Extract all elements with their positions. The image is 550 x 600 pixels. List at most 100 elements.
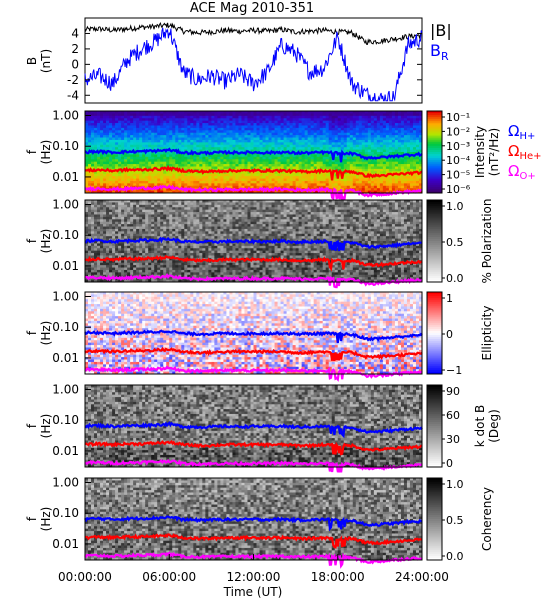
spectro-cell [217, 142, 221, 146]
spectro-cell [85, 111, 89, 114]
spectro-cell [349, 190, 354, 194]
spectro-cell [229, 125, 233, 129]
spectro-cell [307, 147, 312, 150]
spectro-cell [184, 168, 188, 172]
spectro-cell [178, 241, 182, 244]
spectro-cell [112, 250, 116, 254]
spectro-cell [385, 185, 390, 189]
spectro-cell [157, 137, 161, 141]
spectro-cell [88, 135, 92, 138]
spectro-cell [163, 164, 167, 167]
panel-intensity-image [85, 111, 423, 194]
spectro-cell [292, 123, 297, 126]
spectro-cell [97, 130, 101, 134]
spectro-cell [262, 173, 266, 177]
spectro-cell [250, 164, 254, 167]
spectro-cell [226, 173, 230, 177]
spectro-cell [205, 168, 209, 172]
spectro-cell [271, 154, 275, 158]
spectro-cell [340, 139, 345, 143]
spectro-cell [298, 142, 303, 146]
spectro-cell [388, 152, 393, 155]
spectro-cell [85, 216, 89, 220]
spectro-cell [103, 245, 107, 249]
spectro-cell [286, 183, 291, 187]
spectro-cell [103, 171, 107, 175]
spectro-cell [169, 176, 173, 179]
spectro-cell [94, 115, 98, 119]
spectro-cell [85, 277, 89, 280]
spectro-cell [376, 176, 381, 179]
spectro-cell [322, 118, 327, 122]
spectro-cell [106, 226, 110, 230]
spectro-cell [241, 123, 245, 126]
spectro-cell [175, 130, 179, 134]
spectro-cell [415, 164, 420, 167]
spectro-cell [304, 115, 309, 119]
spectro-cell [115, 202, 119, 206]
spectro-cell [199, 144, 203, 148]
spectro-cell [319, 156, 324, 160]
spectro-cell [88, 132, 92, 136]
spectro-cell [226, 190, 230, 194]
spectro-cell [139, 216, 143, 220]
spectro-cell [289, 164, 294, 167]
spectro-cell [103, 243, 107, 247]
spectro-cell [124, 152, 128, 155]
spectro-cell [331, 185, 336, 189]
spectro-cell [415, 123, 420, 126]
spectro-cell [400, 142, 405, 146]
spectro-cell [97, 207, 101, 211]
spectro-cell [145, 180, 149, 184]
spectro-cell [88, 130, 92, 134]
spectro-cell [106, 243, 110, 247]
spectro-cell [295, 159, 300, 163]
spectro-cell [85, 156, 89, 160]
spectro-cell [382, 188, 387, 191]
spectro-cell [142, 253, 146, 256]
spectro-cell [403, 115, 408, 119]
spectro-cell [247, 171, 251, 175]
spectro-cell [220, 173, 224, 177]
spectro-cell [397, 164, 402, 167]
spectro-cell [259, 183, 263, 187]
spectro-cell [313, 113, 318, 117]
spectro-cell [307, 132, 312, 136]
spectro-cell [106, 221, 110, 225]
spectro-cell [415, 115, 420, 119]
spectro-cell [229, 130, 233, 134]
spectro-cell [142, 111, 146, 114]
spectro-cell [148, 250, 152, 254]
spectro-cell [334, 123, 339, 126]
spectro-cell [187, 113, 191, 117]
spectro-cell [382, 152, 387, 155]
spectro-cell [349, 183, 354, 187]
spectro-cell [136, 207, 140, 211]
spectro-cell [151, 180, 155, 184]
spectro-cell [256, 118, 260, 122]
spectro-cell [109, 132, 113, 136]
spectro-cell [238, 144, 242, 148]
spectro-cell [193, 113, 197, 117]
spectro-cell [271, 142, 275, 146]
spectro-cell [415, 142, 420, 146]
spectro-cell [337, 135, 342, 138]
spectro-cell [364, 130, 369, 134]
spectro-cell [397, 147, 402, 150]
spectro-cell [94, 152, 98, 155]
spectro-cell [232, 118, 236, 122]
spectro-cell [325, 178, 330, 182]
spectro-cell [127, 176, 131, 179]
spectro-cell [163, 269, 167, 273]
spectro-cell [319, 123, 324, 126]
spectro-cell [103, 137, 107, 141]
spectro-cell [142, 161, 146, 165]
spectro-cell [340, 159, 345, 163]
b-ytick-label: 4 [71, 26, 79, 40]
spectro-cell [346, 161, 351, 165]
spectro-cell [172, 272, 176, 276]
spectro-cell [214, 135, 218, 138]
spectro-cell [175, 171, 179, 175]
spectro-cell [97, 265, 101, 268]
spectro-cell [232, 185, 236, 189]
